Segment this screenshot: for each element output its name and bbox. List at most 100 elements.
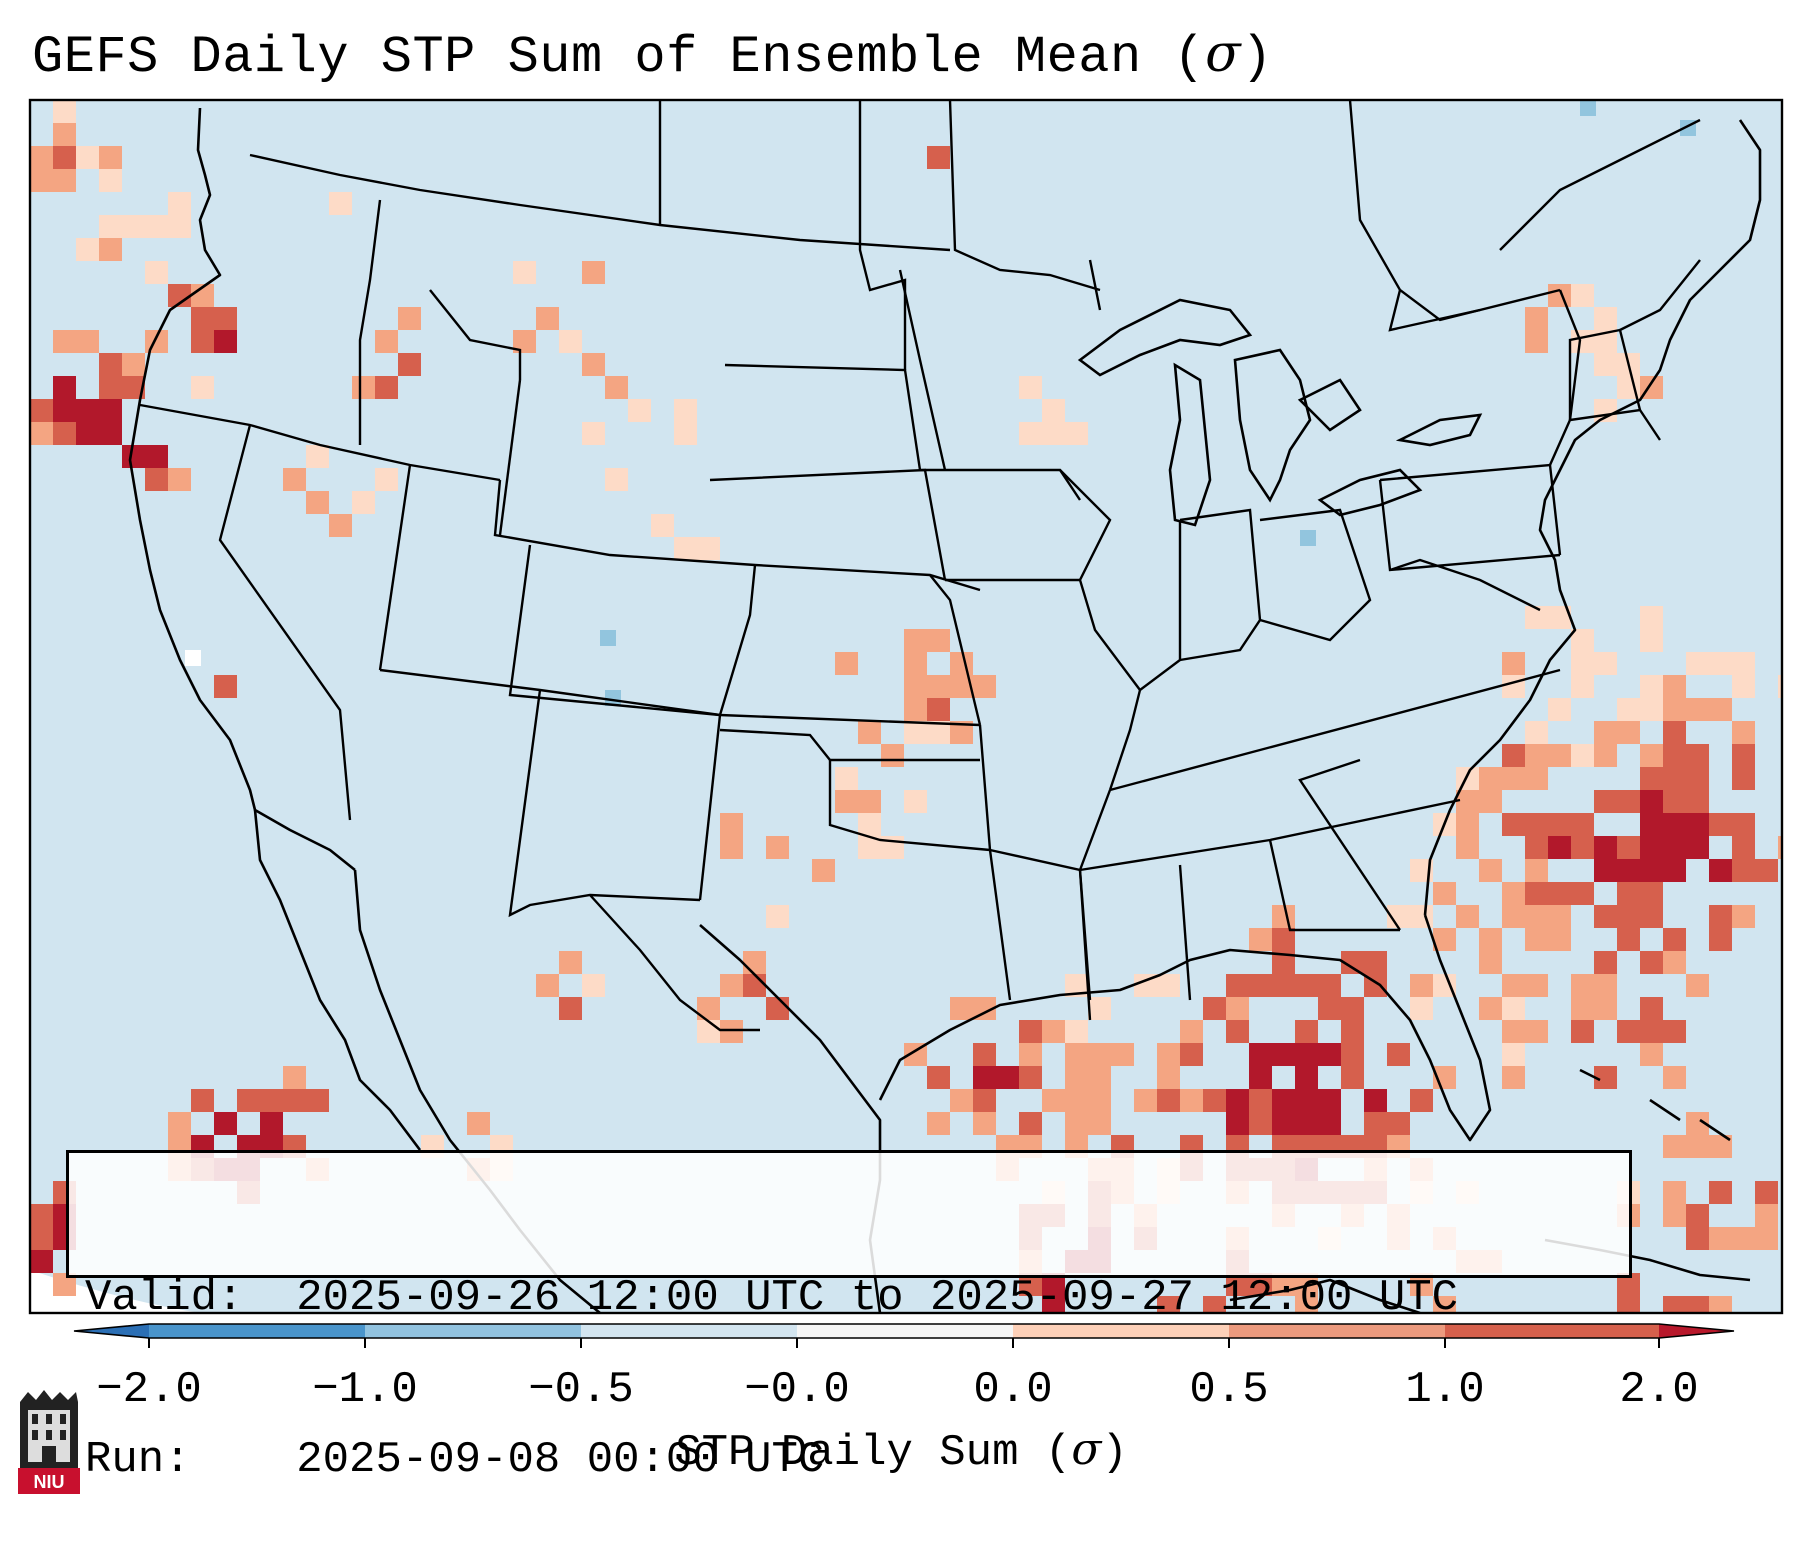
stp-cell [1318, 997, 1341, 1020]
stp-cell [1755, 859, 1778, 882]
colorbar-ticks [148, 1338, 1660, 1348]
stp-cell [1617, 698, 1640, 721]
stp-cell [1640, 997, 1663, 1020]
colorbar-sigma: σ [1071, 1424, 1102, 1475]
stp-cell [1203, 997, 1226, 1020]
stp-cell [1387, 1112, 1410, 1135]
colorbar-label-text: STP Daily Sum ( [675, 1428, 1072, 1478]
stp-cell [835, 652, 858, 675]
stp-cell [1019, 422, 1042, 445]
run-label: Run: [85, 1435, 191, 1485]
stp-cell [1594, 905, 1617, 928]
stp-cell [1226, 1020, 1249, 1043]
niu-logo: NIU [18, 1390, 80, 1494]
stp-cell [1548, 813, 1571, 836]
stp-cell [1065, 974, 1088, 997]
stp-cell [1663, 721, 1686, 744]
stp-cell [1525, 1020, 1548, 1043]
stp-cell [1042, 1020, 1065, 1043]
stp-cell [1272, 928, 1295, 951]
stp-cell [858, 813, 881, 836]
stp-cell [1686, 836, 1709, 859]
stp-cell [1732, 744, 1755, 767]
stp-cell [375, 468, 398, 491]
stp-cell [904, 652, 927, 675]
stp-cell [1663, 767, 1686, 790]
stp-cell [1686, 974, 1709, 997]
stp-cell [122, 376, 145, 399]
stp-cell [582, 422, 605, 445]
stp-cell [1686, 1204, 1709, 1227]
stp-cell [1157, 1089, 1180, 1112]
stp-cell [1640, 767, 1663, 790]
valid-value: 2025-09-26 12:00 UTC to 2025-09-27 12:00… [296, 1273, 1459, 1323]
stp-cell [858, 836, 881, 859]
stp-cell [1272, 951, 1295, 974]
stp-cell [1157, 1043, 1180, 1066]
stp-cell [1571, 1020, 1594, 1043]
colorbar-segment [1445, 1324, 1659, 1338]
valid-line: Valid: 2025-09-26 12:00 UTC to 2025-09-2… [85, 1271, 1613, 1325]
stp-cell [1065, 1020, 1088, 1043]
stp-cell [1502, 675, 1525, 698]
stp-cell [1663, 1204, 1686, 1227]
stp-cell [168, 284, 191, 307]
stp-cell [950, 675, 973, 698]
stp-cell [191, 307, 214, 330]
stp-cell [53, 399, 76, 422]
stp-cell [214, 330, 237, 353]
stp-cell [76, 422, 99, 445]
stp-cell [1525, 882, 1548, 905]
stp-cell [1571, 744, 1594, 767]
stp-cell [904, 721, 927, 744]
stp-cell [674, 537, 697, 560]
stp-cell [1249, 1089, 1272, 1112]
stp-cell [306, 1089, 329, 1112]
stp-cell [122, 445, 145, 468]
stp-cell [858, 721, 881, 744]
stp-cell [191, 1089, 214, 1112]
stp-cell [1617, 859, 1640, 882]
stp-cell [1663, 1066, 1686, 1089]
colorbar-tick-label: 2.0 [1619, 1365, 1699, 1415]
stp-cell [1295, 1112, 1318, 1135]
stp-cell [30, 422, 53, 445]
stp-cell [1594, 744, 1617, 767]
stp-cell [1479, 790, 1502, 813]
stp-cell [1525, 767, 1548, 790]
stp-cell [1686, 698, 1709, 721]
stp-cell [30, 399, 53, 422]
stp-cell [1295, 1043, 1318, 1066]
stp-cell [1548, 698, 1571, 721]
colorbar-segments [74, 1324, 1734, 1338]
stp-cell [1594, 1066, 1617, 1089]
stp-cell [1525, 928, 1548, 951]
stp-cell [904, 675, 927, 698]
stp-cell [1617, 905, 1640, 928]
stp-cell [1663, 698, 1686, 721]
stp-cell [1640, 882, 1663, 905]
stp-cell [743, 951, 766, 974]
stp-cell [1502, 767, 1525, 790]
stp-cell [1663, 1296, 1686, 1313]
stp-cell [99, 215, 122, 238]
stp-cell [30, 169, 53, 192]
valid-label: Valid: [85, 1273, 244, 1323]
stp-cell [1525, 330, 1548, 353]
stp-cell [1778, 675, 1782, 698]
stp-cell [1571, 997, 1594, 1020]
stp-cell [191, 376, 214, 399]
stp-cell [1640, 1020, 1663, 1043]
stp-cell [559, 330, 582, 353]
stp-cell [1456, 905, 1479, 928]
stp-cell [973, 1112, 996, 1135]
stp-cell [1019, 1273, 1042, 1296]
stp-cell [1065, 1089, 1088, 1112]
stp-cell [1732, 652, 1755, 675]
stp-cell [513, 261, 536, 284]
stp-cell [122, 215, 145, 238]
stp-cell [1709, 1181, 1732, 1204]
colorbar-tick-label: 0.0 [973, 1365, 1053, 1415]
stp-cell [720, 1020, 743, 1043]
stp-cell [76, 238, 99, 261]
